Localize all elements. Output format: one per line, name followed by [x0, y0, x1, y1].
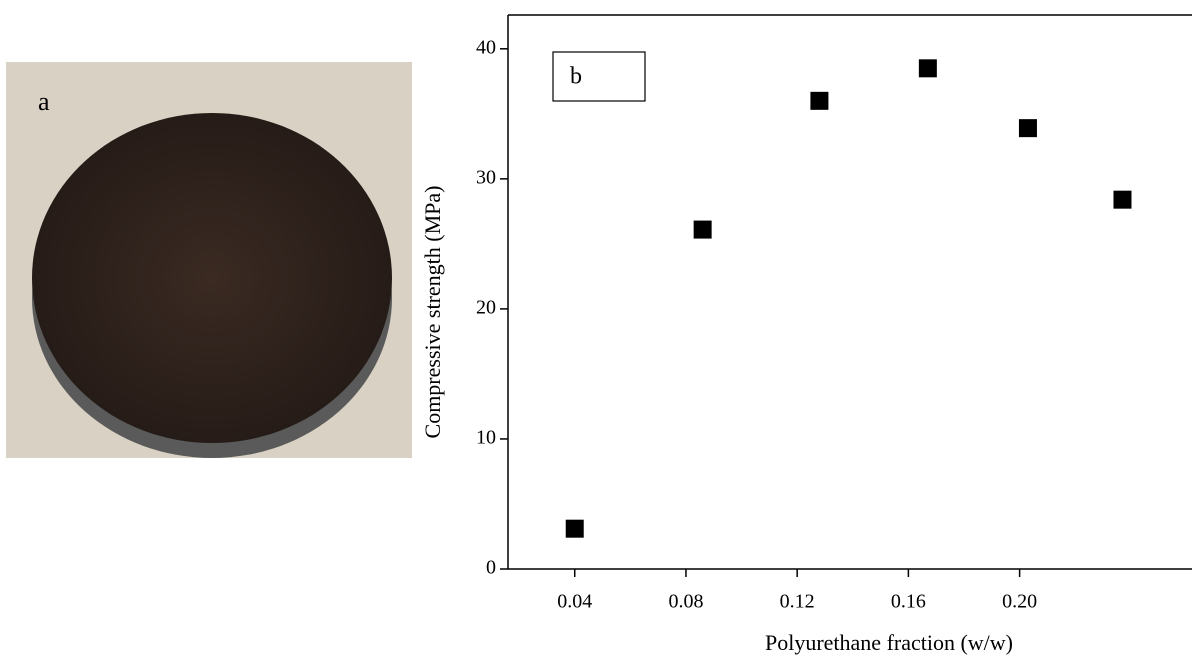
point	[566, 520, 584, 538]
panel-label: a	[38, 87, 50, 116]
y-tick-label: 10	[476, 427, 496, 449]
y-tick-label: 40	[476, 36, 496, 58]
point	[810, 92, 828, 110]
photo	[6, 62, 412, 458]
y-axis-title: Compressive strength (MPa)	[420, 186, 445, 439]
x-tick-label: 0.04	[557, 591, 592, 613]
disk-top	[32, 113, 392, 443]
x-tick-label: 0.12	[780, 591, 815, 613]
point	[919, 59, 937, 77]
x-tick-label: 0.08	[668, 591, 703, 613]
panel-label: b	[570, 64, 582, 90]
point	[694, 221, 712, 239]
x-tick-label: 0.16	[891, 591, 926, 613]
x-axis-title: Polyurethane fraction (w/w)	[765, 630, 1013, 655]
x-tick-label: 0.20	[1002, 591, 1037, 613]
point	[1019, 119, 1037, 137]
figure: a 0 10 20 30 40 0.04 0.08 0.12 0.16 0.20 Polyureth…	[0, 0, 1192, 662]
y-tick-label: 30	[476, 166, 496, 188]
y-tick-label: 20	[476, 296, 496, 318]
panel-label-box	[553, 52, 645, 101]
chart: 0 10 20 30 40 0.04 0.08 0.12 0.16 0.20 Polyurethan…	[420, 15, 1192, 655]
point	[1113, 191, 1131, 209]
y-tick-label: 0	[486, 557, 496, 579]
